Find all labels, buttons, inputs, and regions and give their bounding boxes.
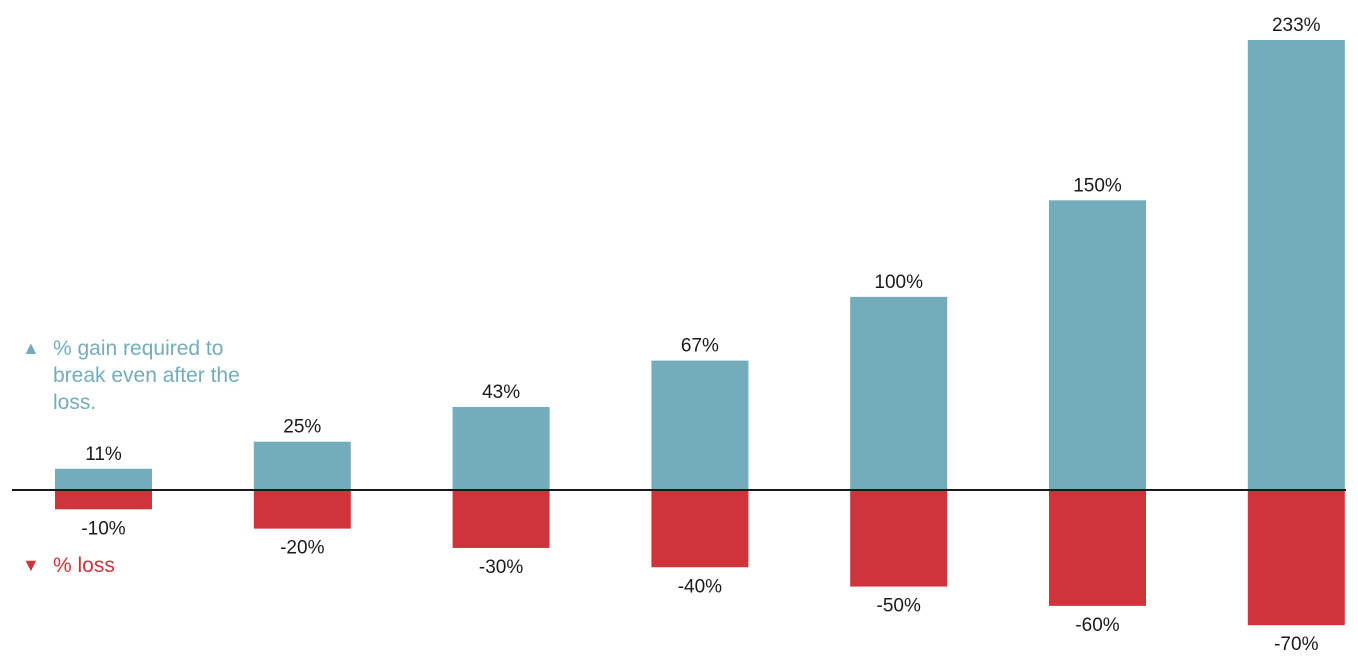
down-triangle-icon: ▼ — [22, 555, 40, 575]
gain-value-label: 25% — [283, 417, 321, 438]
gain-bar — [1049, 200, 1146, 491]
loss-value-label: -60% — [1075, 615, 1119, 636]
loss-bar — [452, 490, 550, 548]
loss-value-label: -70% — [1274, 634, 1318, 655]
loss-bar — [651, 490, 749, 568]
loss-bar — [253, 490, 351, 529]
loss-bar — [55, 490, 152, 510]
loss-bar — [850, 490, 948, 587]
loss-value-label: -10% — [81, 518, 125, 539]
gain-bar — [55, 468, 152, 490]
gain-value-label: 67% — [681, 336, 719, 357]
legend-gain-label: % gain required to break even after the … — [53, 337, 240, 414]
bars-group — [55, 40, 1345, 626]
loss-value-label: -30% — [479, 557, 523, 578]
gain-value-label: 233% — [1272, 15, 1321, 36]
gain-value-label: 150% — [1073, 175, 1122, 196]
loss-value-label: -20% — [280, 538, 324, 559]
gain-bar — [452, 406, 550, 490]
up-triangle-icon: ▲ — [22, 338, 40, 358]
legend-loss-label: % loss — [53, 554, 115, 577]
bar-labels-group: 11% -10% 25% -20% 43% -30% 67% -40% 100% -50% 150%… — [81, 15, 1320, 655]
loss-bar — [1247, 490, 1345, 626]
gain-bar — [253, 441, 351, 490]
gain-value-label: 11% — [85, 444, 122, 465]
gain-value-label: 100% — [874, 272, 923, 293]
loss-bar — [1049, 490, 1146, 606]
gain-value-label: 43% — [482, 382, 520, 403]
gain-bar — [651, 360, 749, 490]
loss-value-label: -40% — [678, 576, 722, 597]
gain-bar — [1247, 40, 1345, 490]
gain-bar — [850, 296, 948, 490]
loss-value-label: -50% — [877, 596, 921, 617]
